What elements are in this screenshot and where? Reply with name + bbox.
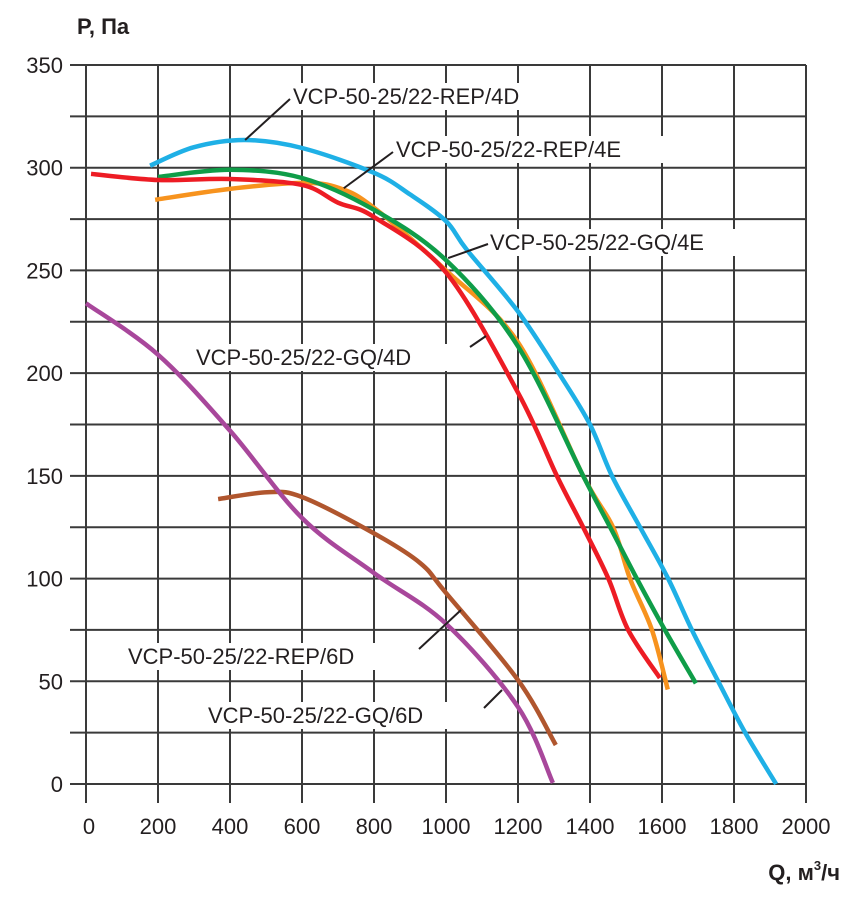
series-line-vcp-50-25-22-gq-6d (84, 301, 555, 784)
x-tick-label: 1200 (494, 814, 543, 839)
label-background (291, 83, 579, 110)
leader-line-vcp-50-25-22-gq-4d (469, 335, 487, 348)
series-label-vcp-50-25-22-gq-4d: VCP-50-25/22-GQ/4D (196, 345, 411, 370)
x-tick-label: 600 (284, 814, 321, 839)
x-tick-label: 800 (356, 814, 393, 839)
series-label-vcp-50-25-22-gq-6d: VCP-50-25/22-GQ/6D (208, 703, 423, 728)
series-label-vcp-50-25-22-rep-6d: VCP-50-25/22-REP/6D (128, 644, 354, 669)
label-background (206, 702, 480, 729)
x-axis-title: Q, м3/ч (768, 858, 840, 885)
y-tick-label: 200 (26, 361, 63, 386)
series-line-vcp-50-25-22-rep-6d (217, 489, 558, 747)
series-line-vcp-50-25-22-gq-4d (90, 171, 662, 680)
y-tick-label: 50 (39, 669, 63, 694)
series-labels: VCP-50-25/22-REP/4D VCP-50-25/22-REP/4E VC… (126, 83, 760, 729)
label-background (488, 229, 760, 256)
x-tick-label: 1800 (710, 814, 759, 839)
y-tick-label: 150 (26, 464, 63, 489)
y-tick-label: 0 (51, 772, 63, 797)
x-axis-title-tail: /ч (821, 860, 840, 885)
x-axis-title-main: Q, м (768, 860, 814, 885)
leader-line-vcp-50-25-22-rep-4d (244, 98, 291, 141)
x-tick-label: 1600 (638, 814, 687, 839)
x-tick-label: 200 (140, 814, 177, 839)
x-tick-label: 400 (212, 814, 249, 839)
label-background (194, 344, 466, 371)
series-label-vcp-50-25-22-rep-4d: VCP-50-25/22-REP/4D (293, 84, 519, 109)
y-tick-label: 350 (26, 53, 63, 78)
axes: 0 50 100 150 200 250 300 350 0 200 400 600 800 1000 12… (26, 53, 830, 839)
leader-line-vcp-50-25-22-rep-4e (343, 151, 394, 190)
label-background (126, 643, 416, 670)
label-background (394, 136, 680, 163)
x-tick-label: 1400 (566, 814, 615, 839)
series-label-vcp-50-25-22-gq-4e: VCP-50-25/22-GQ/4E (490, 230, 704, 255)
series-line-vcp-50-25-22-gq-4e (157, 167, 698, 685)
leader-line-vcp-50-25-22-gq-4e (447, 243, 489, 260)
x-tick-label: 1000 (422, 814, 471, 839)
x-axis-title-sup: 3 (814, 858, 821, 873)
y-tick-label: 100 (26, 567, 63, 592)
curves (84, 137, 779, 786)
leader-line-vcp-50-25-22-gq-6d (483, 689, 503, 709)
leader-line-vcp-50-25-22-rep-6d (418, 609, 462, 650)
x-tick-label: 0 (83, 814, 95, 839)
y-tick-label: 250 (26, 258, 63, 283)
x-tick-label: 2000 (782, 814, 831, 839)
y-tick-label: 300 (26, 156, 63, 181)
y-axis-title: P, Па (77, 14, 130, 39)
series-line-vcp-50-25-22-rep-4d (149, 137, 779, 786)
series-label-vcp-50-25-22-rep-4e: VCP-50-25/22-REP/4E (396, 137, 621, 162)
